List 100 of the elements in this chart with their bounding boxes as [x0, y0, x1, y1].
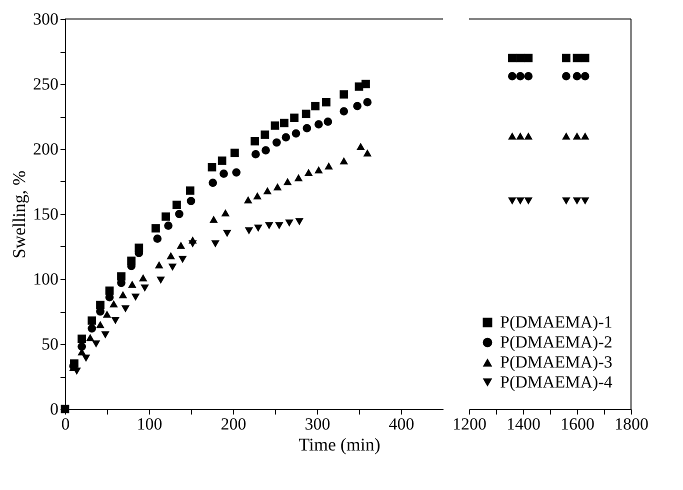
- point: [232, 168, 241, 177]
- point: [516, 197, 524, 205]
- point: [508, 54, 516, 62]
- point: [283, 178, 292, 186]
- point: [156, 276, 165, 284]
- x-tick-label: 1600: [560, 414, 594, 434]
- point: [138, 274, 148, 282]
- point: [172, 200, 181, 210]
- point: [96, 320, 104, 328]
- point: [188, 240, 197, 248]
- point: [253, 192, 262, 200]
- point: [508, 72, 516, 80]
- y-tick-label: 150: [33, 204, 58, 224]
- point: [508, 132, 516, 140]
- point: [221, 209, 230, 216]
- y-tick-label: 200: [33, 140, 58, 158]
- point: [275, 222, 284, 230]
- point: [152, 224, 160, 232]
- point: [580, 132, 590, 140]
- point: [82, 354, 90, 362]
- x-tick-label: 0: [61, 414, 70, 434]
- point: [270, 121, 280, 130]
- point: [562, 197, 570, 205]
- point: [340, 157, 348, 164]
- point: [562, 72, 570, 80]
- point: [340, 90, 348, 99]
- point: [324, 162, 333, 170]
- point: [524, 54, 533, 62]
- x-tick-label: 200: [220, 414, 246, 434]
- point: [262, 146, 270, 154]
- point: [162, 212, 170, 221]
- point: [314, 120, 323, 128]
- point: [244, 227, 254, 235]
- point: [322, 98, 330, 106]
- point: [88, 324, 96, 333]
- point: [230, 148, 239, 158]
- point: [273, 183, 282, 190]
- point: [78, 334, 86, 343]
- point: [101, 331, 110, 339]
- x-tick-label: 400: [388, 414, 414, 434]
- point: [218, 156, 226, 165]
- point: [140, 284, 149, 292]
- point: [86, 334, 94, 342]
- point: [208, 178, 218, 187]
- point: [131, 294, 140, 301]
- point: [294, 174, 303, 182]
- point: [524, 72, 533, 80]
- point: [244, 196, 252, 204]
- point: [102, 310, 112, 318]
- y-tick-label: 0: [50, 400, 58, 418]
- point: [264, 222, 274, 230]
- point: [572, 197, 582, 205]
- point: [362, 80, 370, 88]
- point: [164, 222, 173, 230]
- point: [572, 132, 582, 140]
- point: [508, 197, 516, 205]
- x-tick-label: 300: [304, 414, 330, 434]
- point: [292, 129, 300, 138]
- x-tick-label: 100: [136, 414, 162, 434]
- point: [282, 133, 290, 142]
- point: [211, 240, 220, 248]
- point: [304, 168, 313, 176]
- point: [128, 280, 136, 288]
- point: [186, 196, 196, 206]
- point: [186, 186, 194, 195]
- point: [166, 252, 176, 260]
- legend-label: P(DMAEMA)-1: [500, 312, 612, 332]
- y-tick-label: 100: [33, 270, 58, 288]
- legend-label: P(DMAEMA)-4: [500, 372, 613, 392]
- point: [356, 142, 365, 150]
- point: [121, 305, 130, 313]
- point: [88, 316, 96, 325]
- point: [516, 72, 524, 80]
- point: [580, 54, 590, 62]
- point: [324, 118, 332, 126]
- point: [78, 342, 86, 351]
- point: [363, 98, 372, 106]
- x-tick-label: 1200: [452, 414, 486, 434]
- point: [524, 132, 533, 140]
- y-tick-label: 250: [33, 74, 58, 94]
- point: [254, 224, 262, 232]
- x-tick-label: 1800: [614, 414, 648, 434]
- point: [363, 149, 372, 157]
- point: [154, 261, 164, 268]
- point: [572, 54, 582, 62]
- legend-label: P(DMAEMA)-2: [500, 332, 612, 352]
- point: [168, 264, 177, 271]
- point: [580, 72, 590, 80]
- point: [92, 340, 100, 348]
- point: [562, 54, 570, 62]
- y-tick-label: 300: [33, 10, 58, 28]
- point: [562, 132, 570, 140]
- point: [516, 54, 524, 62]
- point: [516, 132, 524, 140]
- point: [178, 256, 187, 264]
- point: [153, 234, 162, 243]
- point: [209, 216, 218, 223]
- point: [340, 107, 348, 116]
- point: [263, 186, 272, 194]
- y-axis-title: Swelling, %: [9, 170, 29, 258]
